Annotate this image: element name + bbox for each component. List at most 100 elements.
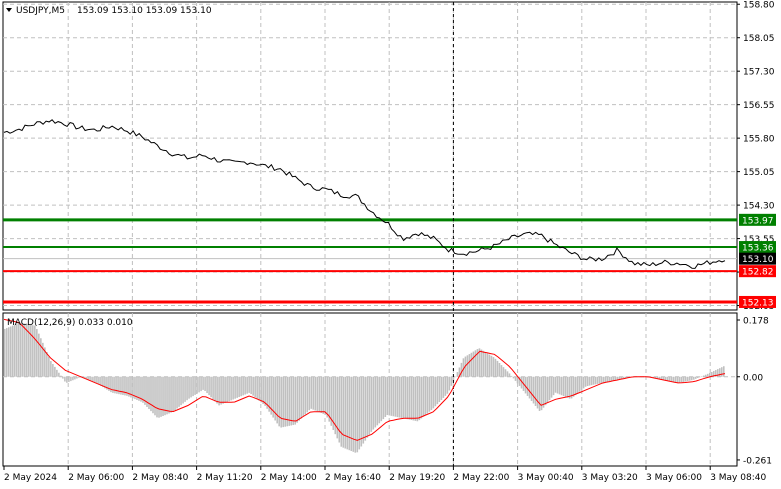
macd-histogram-bar	[6, 328, 8, 377]
macd-histogram-bar	[660, 376, 663, 380]
x-tick-label: 2 May 06:00	[68, 473, 124, 483]
macd-histogram-bar	[90, 376, 92, 381]
macd-histogram-bar	[430, 376, 433, 411]
x-tick-label: 3 May 00:40	[518, 473, 574, 483]
macd-histogram-bar	[504, 369, 507, 377]
macd-histogram-bar	[20, 322, 22, 377]
macd-histogram-bar	[530, 376, 533, 401]
macd-histogram-bar	[140, 376, 142, 402]
macd-histogram-bar	[46, 352, 48, 377]
macd-histogram-bar	[76, 376, 78, 379]
macd-histogram-bar	[52, 363, 54, 377]
macd-histogram-bar	[116, 376, 118, 394]
macd-histogram-bar	[626, 376, 629, 378]
macd-histogram-bar	[278, 376, 280, 427]
macd-histogram-bar	[606, 376, 609, 382]
macd-histogram-bar	[174, 376, 176, 411]
macd-histogram-bar	[684, 376, 687, 382]
macd-histogram-bar	[224, 376, 226, 403]
macd-histogram-bar	[532, 376, 535, 404]
macd-histogram-bar	[448, 376, 451, 391]
x-tick-label: 2 May 11:20	[197, 473, 253, 483]
macd-histogram-bar	[570, 376, 573, 399]
macd-histogram-bar	[114, 376, 116, 394]
macd-histogram-bar	[712, 371, 715, 377]
macd-histogram-bar	[680, 376, 683, 383]
current-price-badge	[739, 252, 776, 265]
macd-histogram-bar	[506, 371, 509, 377]
macd-histogram-bar	[126, 376, 128, 396]
macd-histogram-bar	[718, 368, 721, 377]
macd-histogram-bar	[368, 376, 371, 435]
macd-y-tick-label: -0.261	[743, 456, 772, 466]
macd-histogram-bar	[162, 376, 164, 417]
macd-histogram-bar	[616, 376, 619, 380]
macd-histogram-bar	[696, 376, 699, 379]
macd-histogram-bar	[10, 326, 12, 377]
macd-histogram-bar	[288, 376, 290, 426]
macd-histogram-bar	[622, 376, 625, 379]
x-tick-label: 2 May 14:00	[261, 473, 317, 483]
header-dropdown-icon[interactable]	[6, 8, 12, 12]
macd-histogram-bar	[298, 376, 301, 421]
macd-histogram-bar	[614, 376, 617, 381]
macd-histogram-bar	[302, 376, 305, 417]
macd-histogram-bar	[238, 376, 240, 398]
macd-histogram-bar	[250, 376, 252, 395]
price-y-tick-label: 154.30	[743, 202, 775, 212]
macd-histogram-bar	[468, 354, 471, 377]
macd-histogram-bar	[338, 376, 341, 443]
macd-histogram-bar	[36, 329, 38, 377]
macd-histogram-bar	[670, 376, 673, 382]
macd-histogram-bar	[540, 376, 543, 411]
macd-histogram-bar	[686, 376, 689, 382]
macd-histogram-bar	[360, 376, 363, 447]
macd-histogram-bar	[234, 376, 236, 399]
macd-histogram-bar	[14, 324, 16, 377]
macd-histogram-bar	[396, 376, 399, 418]
macd-histogram-bar	[700, 376, 703, 377]
macd-histogram-bar	[16, 323, 18, 377]
macd-histogram-bar	[170, 376, 172, 413]
macd-histogram-bar	[172, 376, 174, 412]
macd-histogram-bar	[362, 376, 365, 444]
macd-histogram-bar	[422, 376, 425, 417]
price-y-tick-label: 157.30	[743, 68, 775, 78]
macd-histogram-bar	[30, 324, 32, 377]
macd-histogram-bar	[60, 375, 62, 377]
macd-histogram-bar	[480, 349, 483, 377]
macd-histogram-bar	[410, 376, 413, 421]
macd-histogram-bar	[580, 376, 583, 391]
macd-histogram-bar	[154, 376, 156, 416]
macd-histogram-bar	[204, 376, 206, 391]
macd-histogram-bar	[560, 376, 563, 396]
macd-histogram-bar	[460, 362, 463, 377]
macd-histogram-bar	[142, 376, 144, 403]
macd-histogram-bar	[566, 376, 569, 398]
macd-histogram-bar	[482, 350, 485, 377]
macd-histogram-bar	[340, 376, 343, 447]
macd-histogram-bar	[404, 376, 407, 419]
macd-histogram-bar	[356, 376, 359, 453]
macd-histogram-bar	[620, 376, 623, 379]
x-tick-label: 2 May 16:40	[325, 473, 381, 483]
macd-histogram-bar	[512, 376, 515, 379]
macd-histogram-bar	[130, 376, 132, 398]
macd-histogram-bar	[160, 376, 162, 417]
macd-histogram-bar	[610, 376, 613, 381]
macd-histogram-bar	[94, 376, 96, 383]
macd-histogram-bar	[210, 376, 212, 398]
macd-histogram-bar	[110, 376, 112, 393]
macd-histogram-bar	[260, 376, 262, 403]
macd-histogram-bar	[662, 376, 665, 381]
macd-histogram-bar	[450, 376, 453, 386]
macd-histogram-bar	[446, 376, 449, 394]
macd-histogram-bar	[656, 376, 659, 379]
macd-histogram-bar	[572, 376, 575, 397]
macd-histogram-bar	[470, 352, 473, 377]
macd-histogram-bar	[624, 376, 627, 379]
macd-histogram-bar	[256, 376, 258, 400]
macd-histogram-bar	[168, 376, 170, 414]
